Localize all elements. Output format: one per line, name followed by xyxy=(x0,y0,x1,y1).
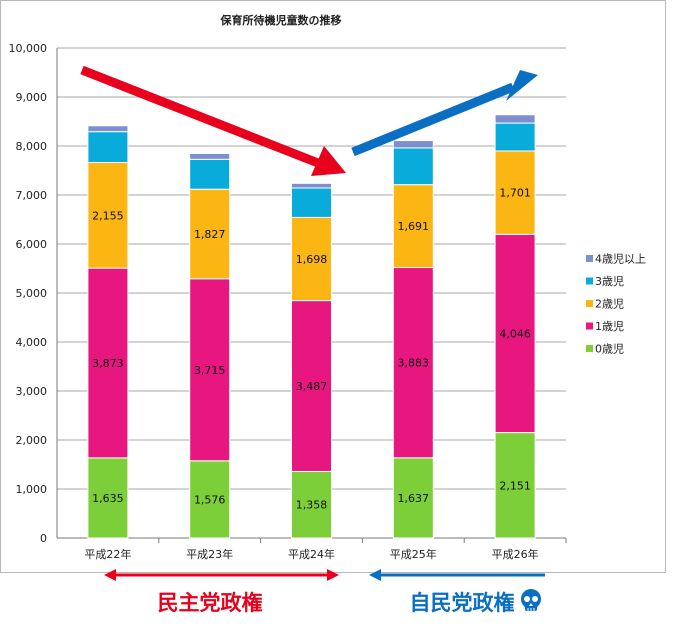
data-label: 1,358 xyxy=(296,499,328,512)
legend-swatch xyxy=(586,300,593,307)
data-label: 2,155 xyxy=(92,209,124,222)
data-label: 3,715 xyxy=(194,364,226,377)
right-era-label: 自民党政権 xyxy=(410,591,515,615)
data-label: 1,827 xyxy=(194,228,226,241)
legend-swatch xyxy=(586,345,593,352)
chart-title: 保育所待機児童数の推移 xyxy=(220,13,342,27)
legend-label: 4歳児以上 xyxy=(595,253,646,266)
skull-icon xyxy=(521,589,541,611)
bar-segment xyxy=(291,182,332,189)
data-label: 2,151 xyxy=(499,479,531,492)
legend-swatch xyxy=(586,277,593,285)
left-era-label: 民主党政権 xyxy=(158,591,263,615)
data-label: 4,046 xyxy=(499,327,531,340)
bar-segment xyxy=(189,278,231,462)
bar-segment xyxy=(291,187,332,218)
y-tick-label: 1,000 xyxy=(16,483,48,496)
data-label: 3,487 xyxy=(296,380,328,393)
bar-segment xyxy=(189,158,231,190)
data-label: 1,698 xyxy=(296,253,328,266)
x-tick-label: 平成26年 xyxy=(492,547,539,561)
bar-segment xyxy=(392,457,434,539)
bar-segment xyxy=(87,162,129,269)
y-tick-label: 7,000 xyxy=(16,189,48,202)
bar-segment xyxy=(494,122,536,152)
legend-swatch xyxy=(586,255,593,262)
bar-segment xyxy=(189,460,231,539)
bar-segment xyxy=(291,300,332,472)
bar-segment xyxy=(392,140,434,149)
bar-segment xyxy=(392,147,434,186)
y-tick-label: 8,000 xyxy=(16,140,48,153)
y-tick-label: 5,000 xyxy=(16,287,48,300)
data-label: 1,691 xyxy=(398,220,430,233)
bar-segment xyxy=(291,216,332,302)
bar-segment xyxy=(87,131,129,164)
data-label: 1,701 xyxy=(499,187,531,200)
x-tick-label: 平成25年 xyxy=(390,547,437,561)
bar-segment xyxy=(392,184,434,269)
y-tick-label: 0 xyxy=(40,532,47,545)
right-era-range-arrow xyxy=(369,569,545,581)
legend-label: 2歳児 xyxy=(595,298,624,311)
x-tick-label: 平成23年 xyxy=(186,547,233,561)
left-era-range-arrow xyxy=(104,569,339,581)
legend-label: 1歳児 xyxy=(595,320,624,333)
data-label: 1,576 xyxy=(194,493,226,506)
bar-segment xyxy=(494,150,536,235)
bar-segment xyxy=(189,188,231,280)
y-tick-label: 3,000 xyxy=(16,385,48,398)
bar-segment xyxy=(87,125,129,133)
y-tick-label: 2,000 xyxy=(16,434,48,447)
y-tick-label: 4,000 xyxy=(16,336,48,349)
bar-segment xyxy=(494,114,536,124)
trend-up-arrow xyxy=(351,70,538,157)
bar-segment xyxy=(494,233,536,434)
y-tick-label: 10,000 xyxy=(9,42,48,55)
bar-segment xyxy=(392,267,434,459)
data-label: 3,883 xyxy=(398,357,430,370)
legend-label: 0歳児 xyxy=(595,343,624,356)
data-label: 1,635 xyxy=(92,492,124,505)
data-label: 3,873 xyxy=(92,357,124,370)
y-tick-label: 6,000 xyxy=(16,238,48,251)
legend-swatch xyxy=(586,322,593,330)
data-label: 1,637 xyxy=(398,492,430,505)
trend-down-arrow xyxy=(80,65,346,176)
y-tick-label: 9,000 xyxy=(16,91,48,104)
x-tick-label: 平成22年 xyxy=(84,547,131,561)
bar-segment xyxy=(189,152,231,160)
x-tick-label: 平成24年 xyxy=(288,547,335,561)
bar-segment xyxy=(494,432,536,539)
legend-label: 3歳児 xyxy=(595,275,624,288)
